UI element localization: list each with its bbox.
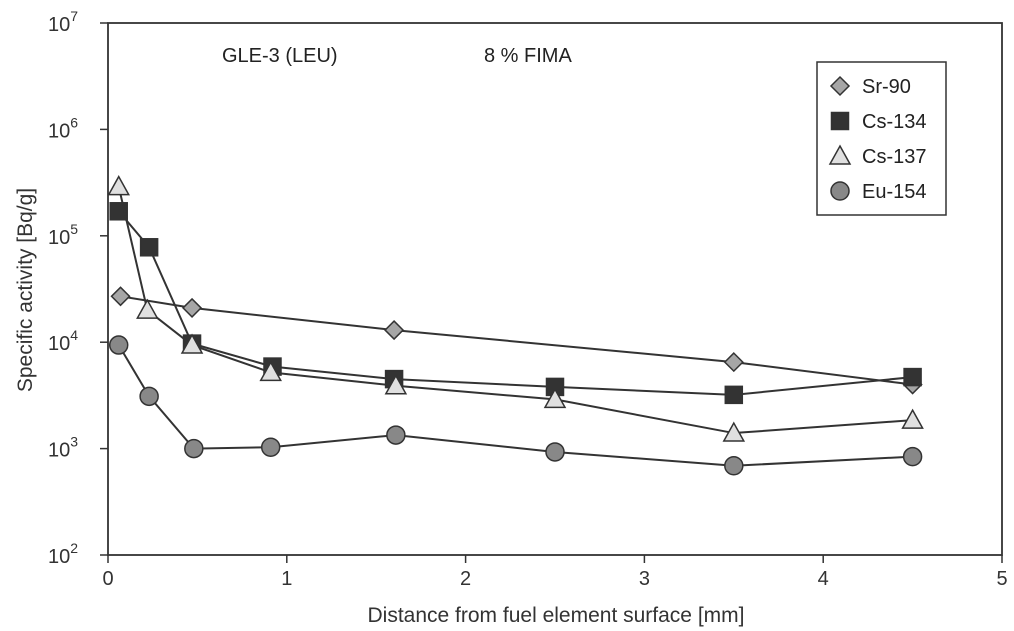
tick-labels: 0 1 2 3 4 5 102 103 104 105 106 107 xyxy=(48,8,1008,590)
y-axis-title: Specific activity [Bq/g] xyxy=(14,188,37,392)
point-eu-154 xyxy=(386,425,406,445)
y-tick-label: 102 xyxy=(48,540,78,568)
point-cs-137 xyxy=(901,408,924,429)
series-cs-137 xyxy=(107,175,924,442)
legend-marker-cs-134 xyxy=(830,111,850,131)
point-cs-137 xyxy=(259,360,282,382)
x-axis-title: Distance from fuel element surface [mm] xyxy=(368,604,745,627)
point-sr-90 xyxy=(723,352,744,373)
point-cs-137 xyxy=(136,298,159,319)
y-tick-label: 105 xyxy=(48,221,78,249)
point-cs-137 xyxy=(543,387,567,409)
point-sr-90 xyxy=(384,320,405,341)
point-eu-154 xyxy=(724,455,744,476)
y-tick-label: 106 xyxy=(48,114,78,142)
point-eu-154 xyxy=(108,335,129,355)
point-cs-134 xyxy=(903,367,922,387)
legend-label-eu-154: Eu-154 xyxy=(862,181,927,203)
legend: Sr-90 Cs-134 Cs-137 Eu-154 xyxy=(816,61,947,216)
series-sr-90 xyxy=(110,286,923,395)
y-tick-label: 103 xyxy=(48,434,78,462)
x-tick-label: 0 xyxy=(102,568,113,590)
series-eu-154 xyxy=(108,335,923,476)
point-cs-137 xyxy=(180,333,204,354)
point-cs-134 xyxy=(139,238,159,257)
legend-marker-eu-154 xyxy=(830,181,850,201)
annotation-burnup: 8 % FIMA xyxy=(484,45,572,67)
x-tick-label: 2 xyxy=(460,568,471,590)
line-cs-137 xyxy=(117,186,913,435)
line-eu-154 xyxy=(117,344,913,467)
legend-label-cs-137: Cs-137 xyxy=(862,146,926,168)
series-cs-134 xyxy=(109,202,922,405)
point-eu-154 xyxy=(902,446,923,467)
point-sr-90 xyxy=(110,286,131,307)
point-eu-154 xyxy=(184,438,204,459)
x-tick-label: 3 xyxy=(639,568,650,590)
x-tick-label: 4 xyxy=(818,568,829,590)
line-sr-90 xyxy=(120,295,913,386)
y-tick-label: 107 xyxy=(48,8,78,36)
series xyxy=(107,175,924,476)
x-tick-label: 1 xyxy=(281,568,292,590)
legend-label-cs-134: Cs-134 xyxy=(862,111,926,133)
point-cs-134 xyxy=(724,385,744,405)
legend-marker-sr-90 xyxy=(829,75,851,97)
legend-label-sr-90: Sr-90 xyxy=(862,76,911,98)
point-cs-137 xyxy=(384,374,408,395)
axes xyxy=(100,22,1003,563)
line-cs-134 xyxy=(117,210,913,396)
y-tick-label: 104 xyxy=(48,327,78,355)
legend-marker-cs-137 xyxy=(828,144,852,165)
point-eu-154 xyxy=(260,437,281,457)
point-sr-90 xyxy=(181,297,203,318)
point-eu-154 xyxy=(139,386,159,407)
x-tick-label: 5 xyxy=(996,568,1007,590)
point-cs-137 xyxy=(722,421,746,442)
annotation-sample: GLE-3 (LEU) xyxy=(222,45,338,67)
plot-frame xyxy=(107,22,1003,556)
point-cs-137 xyxy=(107,175,131,196)
point-eu-154 xyxy=(545,442,565,462)
